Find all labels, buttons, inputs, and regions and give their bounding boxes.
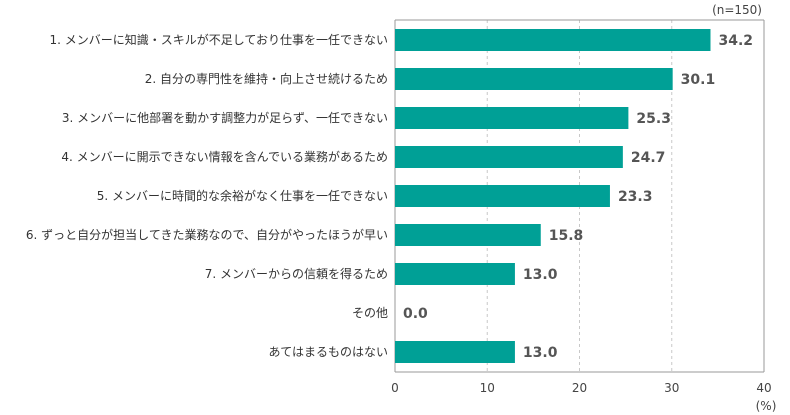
value-label-1: 34.2 xyxy=(718,33,753,49)
x-tick-20: 20 xyxy=(572,381,587,395)
category-label-8: その他 xyxy=(352,306,388,320)
value-label-3: 25.3 xyxy=(636,111,671,127)
x-axis-ticks: 0 10 20 30 40 xyxy=(391,381,771,395)
bar-6 xyxy=(395,224,541,246)
category-labels: 1. メンバーに知識・スキルが不足しており仕事を一任できない 2. 自分の専門性を… xyxy=(26,32,388,359)
category-label-3: 3. メンバーに他部署を動かす調整力が足らず、一任できない xyxy=(62,110,388,125)
value-labels: 34.2 30.1 25.3 24.7 23.3 15.8 13.0 0.0 13.0 xyxy=(403,33,753,361)
category-label-6: 6. ずっと自分が担当してきた業務なので、自分がやったほうが早い xyxy=(26,227,388,242)
value-label-7: 13.0 xyxy=(523,267,558,283)
bar-1 xyxy=(395,29,711,51)
category-label-7: 7. メンバーからの信頼を得るため xyxy=(205,266,388,281)
bar-7 xyxy=(395,263,515,285)
unit-label: (%) xyxy=(756,399,777,413)
value-label-2: 30.1 xyxy=(681,72,716,88)
value-label-8: 0.0 xyxy=(403,306,428,322)
bar-2 xyxy=(395,68,673,90)
sample-size-note: (n=150) xyxy=(712,3,762,17)
value-label-4: 24.7 xyxy=(631,150,666,166)
bar-3 xyxy=(395,107,629,129)
bar-9 xyxy=(395,341,515,363)
category-label-9: あてはまるものはない xyxy=(268,345,388,359)
value-label-5: 23.3 xyxy=(618,189,653,205)
category-label-1: 1. メンバーに知識・スキルが不足しており仕事を一任できない xyxy=(49,32,388,47)
category-label-4: 4. メンバーに開示できない情報を含んでいる業務があるため xyxy=(61,149,388,164)
bar-4 xyxy=(395,146,623,168)
bars xyxy=(395,29,711,363)
category-label-2: 2. 自分の専門性を維持・向上させ続けるため xyxy=(145,71,388,86)
x-tick-30: 30 xyxy=(664,381,679,395)
category-label-5: 5. メンバーに時間的な余裕がなく仕事を一任できない xyxy=(97,188,388,203)
value-label-6: 15.8 xyxy=(549,228,584,244)
x-tick-10: 10 xyxy=(480,381,495,395)
x-tick-40: 40 xyxy=(756,381,771,395)
bar-5 xyxy=(395,185,610,207)
x-tick-0: 0 xyxy=(391,381,399,395)
value-label-9: 13.0 xyxy=(523,345,558,361)
